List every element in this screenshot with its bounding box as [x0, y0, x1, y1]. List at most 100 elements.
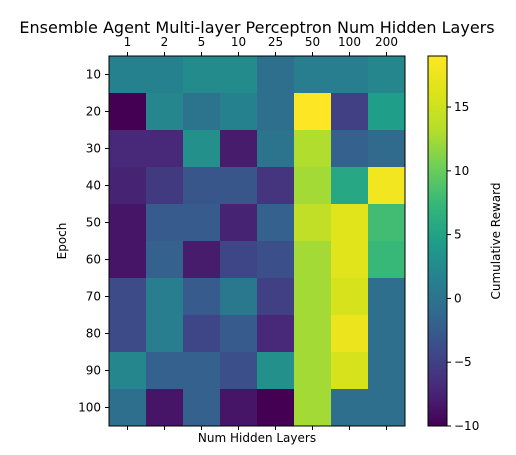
y-tick-label: 70 [86, 290, 101, 304]
heatmap-cell [146, 56, 184, 94]
chart-title: Ensemble Agent Multi-layer Perceptron Nu… [19, 18, 494, 37]
y-tick-label: 90 [86, 364, 101, 378]
y-tick-label: 100 [78, 401, 101, 415]
colorbar-tick-label: 10 [454, 164, 469, 178]
y-tick-label: 30 [86, 142, 101, 156]
heatmap-cell [368, 315, 406, 353]
heatmap-cell [368, 204, 406, 242]
x-axis-label: Num Hidden Layers [198, 431, 316, 445]
heatmap-cell [257, 389, 295, 427]
heatmap-cell [331, 389, 369, 427]
heatmap-cell [220, 204, 258, 242]
heatmap-cell [109, 278, 147, 316]
plot-frame [108, 55, 406, 427]
x-tick-label: 50 [305, 35, 320, 49]
heatmap-cell [331, 241, 369, 279]
heatmap-cell [294, 56, 332, 94]
heatmap-cell [183, 241, 221, 279]
heatmap-cell [146, 93, 184, 131]
heatmap-cell [183, 56, 221, 94]
heatmap-cell [368, 278, 406, 316]
colorbar-tick-label: 15 [454, 100, 469, 114]
heatmap-cell [257, 56, 295, 94]
heatmap-cell [368, 130, 406, 168]
colorbar-ticks: −10 −5 0 5 10 15 [447, 100, 479, 433]
y-tick-label: 20 [86, 105, 101, 119]
heatmap-cell [146, 315, 184, 353]
heatmap-cell [146, 278, 184, 316]
x-tick-label: 25 [268, 35, 283, 49]
colorbar-tick-label: −5 [454, 355, 472, 369]
heatmap-cell [331, 315, 369, 353]
x-tick-label: 5 [198, 35, 206, 49]
heatmap-cell [146, 241, 184, 279]
heatmap-cell [220, 389, 258, 427]
y-axis: 10 20 30 40 50 60 70 80 90 100 [78, 68, 109, 415]
heatmap-cell [183, 130, 221, 168]
heatmap-cell [183, 352, 221, 390]
heatmap-cell [368, 56, 406, 94]
heatmap-cell [331, 278, 369, 316]
heatmap-cell [183, 389, 221, 427]
heatmap-cells [109, 56, 406, 427]
heatmap-cell [183, 204, 221, 242]
heatmap-cell [257, 352, 295, 390]
heatmap-cell [109, 352, 147, 390]
heatmap-cell [109, 389, 147, 427]
colorbar-label: Cumulative Reward [489, 183, 503, 300]
heatmap-cell [220, 315, 258, 353]
heatmap-cell [294, 315, 332, 353]
y-tick-label: 40 [86, 179, 101, 193]
x-tick-label: 2 [161, 35, 169, 49]
heatmap-cell [294, 204, 332, 242]
heatmap-cell [146, 204, 184, 242]
colorbar-tick-label: −10 [454, 419, 479, 433]
heatmap-cell [294, 130, 332, 168]
heatmap-cell [257, 278, 295, 316]
heatmap-cell [146, 167, 184, 205]
heatmap-cell [183, 315, 221, 353]
heatmap-cell [257, 93, 295, 131]
heatmap-cell [183, 278, 221, 316]
heatmap-cell [109, 167, 147, 205]
heatmap-cell [368, 93, 406, 131]
heatmap-cell [257, 130, 295, 168]
heatmap-cell [220, 241, 258, 279]
heatmap-cell [109, 56, 147, 94]
heatmap-cell [331, 56, 369, 94]
y-tick-label: 80 [86, 327, 101, 341]
heatmap-cell [331, 93, 369, 131]
heatmap-cell [368, 241, 406, 279]
heatmap-cell [109, 204, 147, 242]
heatmap-cell [294, 389, 332, 427]
heatmap-cell [109, 241, 147, 279]
heatmap-cell [220, 278, 258, 316]
heatmap-cell [257, 241, 295, 279]
heatmap-cell [220, 93, 258, 131]
y-tick-label: 50 [86, 216, 101, 230]
heatmap-cell [257, 315, 295, 353]
colorbar [427, 55, 448, 427]
y-axis-label: Epoch [55, 223, 69, 260]
heatmap-cell [331, 130, 369, 168]
heatmap-cell [294, 93, 332, 131]
heatmap-cell [294, 167, 332, 205]
heatmap-cell [183, 93, 221, 131]
x-axis-top: 1 2 5 10 25 50 100 200 [124, 35, 398, 56]
heatmap-cell [331, 352, 369, 390]
heatmap-cell [294, 241, 332, 279]
heatmap-cell [220, 352, 258, 390]
x-tick-label: 100 [338, 35, 361, 49]
y-tick-label: 60 [86, 253, 101, 267]
heatmap-cell [368, 389, 406, 427]
heatmap-cell [257, 167, 295, 205]
heatmap-cell [294, 352, 332, 390]
heatmap-cell [331, 167, 369, 205]
heatmap-cell [368, 167, 406, 205]
heatmap-cell [109, 315, 147, 353]
heatmap-cell [146, 130, 184, 168]
heatmap-cell [294, 278, 332, 316]
heatmap-cell [220, 130, 258, 168]
